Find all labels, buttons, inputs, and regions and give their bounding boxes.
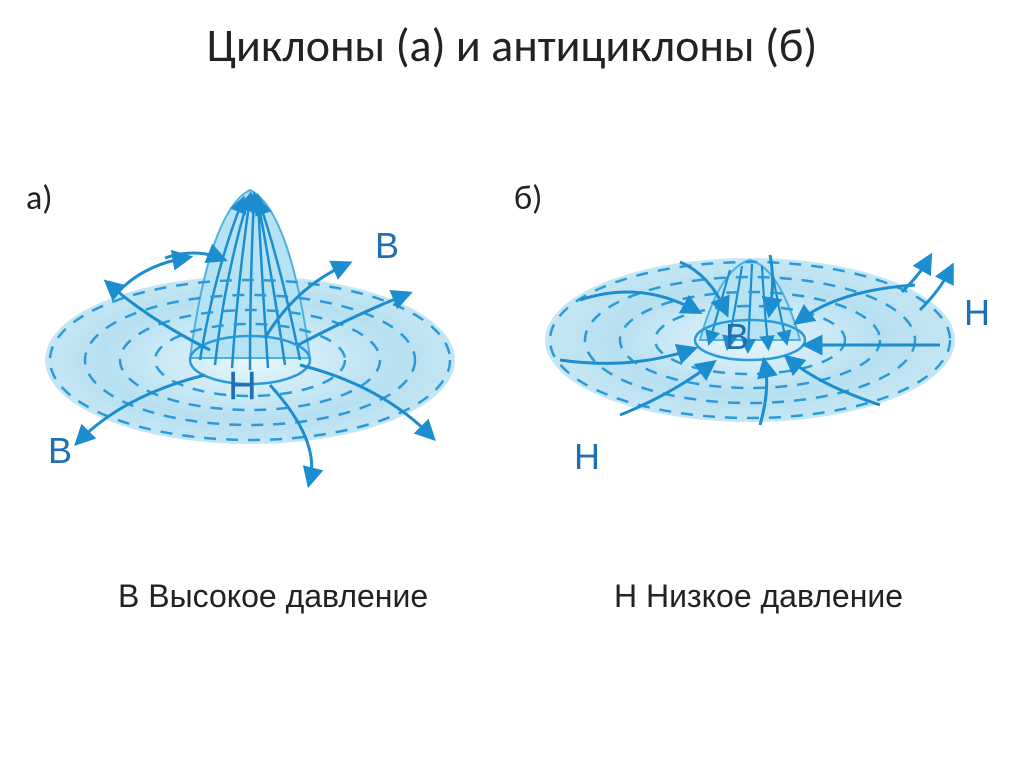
panel-b-caption: Н Низкое давление (614, 578, 903, 615)
panel-b-outer-letter-bottom: Н (574, 436, 600, 478)
panel-b-outer-letter-right: Н (964, 292, 990, 334)
panel-a-caption: В Высокое давление (118, 578, 428, 615)
panel-b-center-letter: В (725, 316, 749, 358)
page: Циклоны (а) и антициклоны (б) а) б) (0, 0, 1024, 767)
cyclone-diagram (10, 140, 480, 520)
panel-a-center-letter: Н (228, 364, 257, 409)
page-title: Циклоны (а) и антициклоны (б) (0, 18, 1024, 74)
panel-a-outer-letter-bottom: В (48, 430, 72, 472)
panel-a-outer-letter-top: В (375, 225, 399, 267)
